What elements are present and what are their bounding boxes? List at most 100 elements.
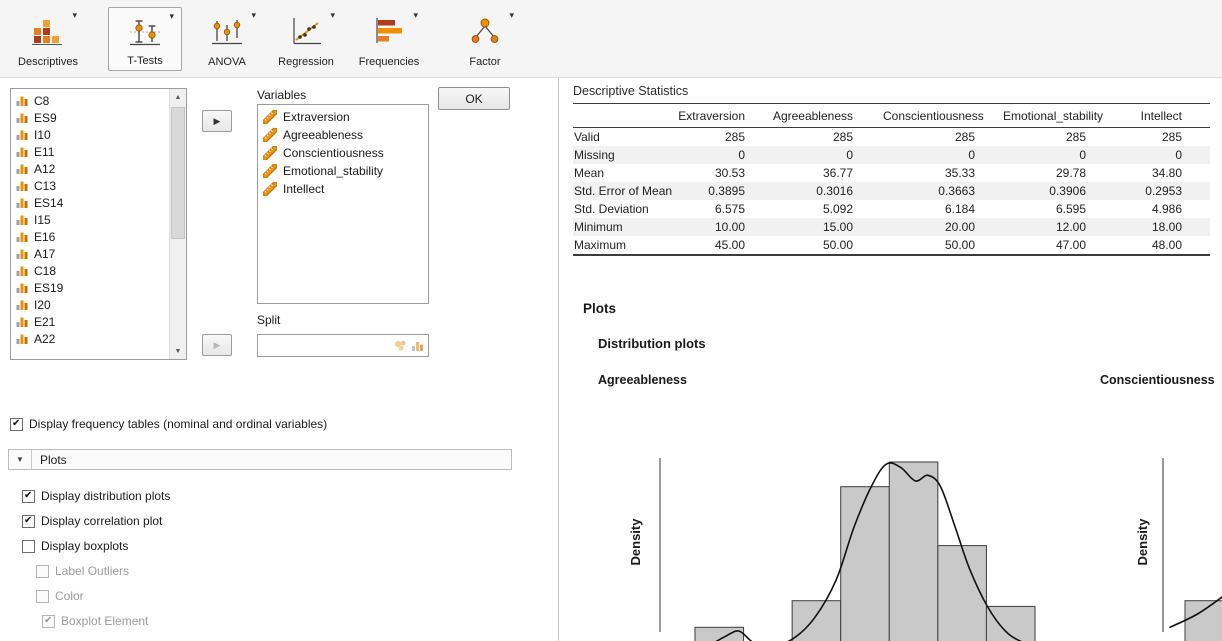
variable-list-item[interactable]: E16	[12, 228, 168, 245]
assigned-variable-item[interactable]: Conscientiousness	[258, 144, 428, 162]
scale-variable-icon	[16, 283, 28, 293]
variable-list-item[interactable]: ES19	[12, 279, 168, 296]
cell: 30.53	[714, 166, 745, 180]
checkbox-display-frequency-tables[interactable]: Display frequency tables (nominal and or…	[10, 416, 327, 432]
split-input[interactable]	[257, 334, 429, 357]
variable-list-item[interactable]: E11	[12, 143, 168, 160]
plots-section-header[interactable]: ▼ Plots	[8, 449, 512, 470]
move-variables-button[interactable]: ▶	[202, 110, 232, 132]
cell: 5.092	[822, 202, 853, 216]
checkbox-box[interactable]	[42, 614, 55, 628]
checkbox-color[interactable]: Color	[36, 588, 170, 604]
chevron-down-icon[interactable]: ▾	[330, 10, 335, 20]
checkbox-box[interactable]	[22, 489, 35, 503]
chevron-down-icon[interactable]: ▾	[72, 10, 77, 20]
chevron-down-icon[interactable]: ▾	[251, 10, 256, 20]
cell: 50.00	[944, 238, 975, 252]
variable-name: C13	[34, 178, 57, 193]
ribbon-item-frequencies[interactable]: ▾ Frequencies	[350, 7, 428, 71]
agreeableness-distribution-plot: Density	[628, 458, 1036, 641]
variable-list-item[interactable]: C18	[12, 262, 168, 279]
variable-list-item[interactable]: I20	[12, 296, 168, 313]
table-row: Std. Deviation 6.575 5.092 6.184 6.595 4…	[573, 200, 1210, 218]
checkbox-box[interactable]	[36, 589, 49, 603]
ribbon-item-factor[interactable]: ▾ Factor	[450, 7, 520, 71]
variable-list-item[interactable]: E21	[12, 313, 168, 330]
checkbox-box[interactable]	[36, 564, 49, 578]
scale-variable-icon	[16, 181, 28, 191]
checkbox-display-boxplots[interactable]: Display boxplots	[22, 538, 170, 554]
checkbox-display-correlation-plot[interactable]: Display correlation plot	[22, 513, 170, 529]
ribbon-item-label: Descriptives	[18, 56, 78, 68]
scrollbar-track[interactable]	[170, 105, 186, 343]
collapse-triangle-icon[interactable]: ▼	[16, 455, 24, 464]
cell: 6.595	[1055, 202, 1086, 216]
checkbox-label-outliers[interactable]: Label Outliers	[36, 563, 170, 579]
variable-list-item[interactable]: ES9	[12, 109, 168, 126]
checkbox-box[interactable]	[10, 417, 23, 431]
table-row: Valid 285 285 285 285 285	[573, 128, 1210, 146]
checkbox-boxplot-element[interactable]: Boxplot Element	[42, 613, 170, 629]
cell: 0	[738, 148, 745, 162]
variable-name: Agreeableness	[283, 128, 364, 142]
variable-list-item[interactable]: I15	[12, 211, 168, 228]
column-header: Intellect	[1140, 108, 1182, 123]
checkbox-box[interactable]	[22, 514, 35, 528]
variable-name: A12	[34, 161, 56, 176]
panel-divider[interactable]	[558, 78, 559, 641]
variable-list-item[interactable]: A12	[12, 160, 168, 177]
table-row: Minimum 10.00 15.00 20.00 12.00 18.00	[573, 218, 1210, 236]
available-variables-list: C8 ES9 I10 E11 A12	[10, 88, 187, 360]
cell: 50.00	[822, 238, 853, 252]
cell: 29.78	[1055, 166, 1086, 180]
assigned-variable-item[interactable]: Agreeableness	[258, 126, 428, 144]
checkbox-label: Boxplot Element	[61, 614, 149, 628]
assigned-variable-item[interactable]: Extraversion	[258, 108, 428, 126]
checkbox-box[interactable]	[22, 539, 35, 553]
ruler-scale-icon	[263, 182, 277, 196]
variable-name: E16	[34, 229, 56, 244]
column-header: Extraversion	[678, 108, 745, 123]
cell: 10.00	[714, 220, 745, 234]
variable-list-item[interactable]: I10	[12, 126, 168, 143]
cell: 0.2953	[1145, 184, 1182, 198]
scrollbar-thumb[interactable]	[171, 107, 185, 239]
scale-variable-icon	[16, 113, 28, 123]
scrollbar[interactable]: ▲ ▼	[169, 89, 186, 359]
cell: 0.3895	[708, 184, 745, 198]
checkbox-display-distribution-plots[interactable]: Display distribution plots	[22, 488, 170, 504]
cell: 0	[968, 148, 975, 162]
ok-button[interactable]: OK	[438, 87, 510, 110]
variable-list-item[interactable]: ES14	[12, 194, 168, 211]
chevron-down-icon[interactable]: ▾	[169, 11, 174, 21]
variable-list-item[interactable]: C8	[12, 92, 168, 109]
checkbox-label: Display frequency tables (nominal and or…	[29, 417, 328, 431]
row-label: Mean	[574, 166, 605, 180]
variable-list-item[interactable]: A17	[12, 245, 168, 262]
ribbon-item-regression[interactable]: ▾ Regression	[268, 7, 344, 71]
scroll-up-button[interactable]: ▲	[174, 93, 182, 101]
split-label: Split	[257, 313, 281, 327]
ribbon-item-anova[interactable]: ▾ ANOVA	[194, 7, 260, 71]
cell: 285	[1161, 130, 1182, 144]
assigned-variable-item[interactable]: Emotional_stability	[258, 162, 428, 180]
table-header-row: Extraversion Agreeableness Conscientious…	[573, 104, 1210, 128]
cell: 6.575	[714, 202, 745, 216]
scale-variable-icon	[16, 317, 28, 327]
variable-list-item[interactable]: C13	[12, 177, 168, 194]
chevron-down-icon[interactable]: ▾	[413, 10, 418, 20]
cell: 34.80	[1151, 166, 1182, 180]
scale-variable-icon	[16, 300, 28, 310]
ribbon-item-label: Factor	[469, 56, 501, 68]
ribbon-item-descriptives[interactable]: ▾ Descriptives	[8, 7, 88, 71]
ribbon-item-t-tests[interactable]: ▾ T-Tests	[108, 7, 182, 71]
scroll-down-button[interactable]: ▼	[174, 347, 182, 355]
scale-variable-icon	[16, 147, 28, 157]
variable-list-item[interactable]: A22	[12, 330, 168, 347]
variable-name: I20	[34, 297, 51, 312]
split-move-button[interactable]: ▶	[202, 334, 232, 356]
table-row: Maximum 45.00 50.00 50.00 47.00 48.00	[573, 236, 1210, 254]
scale-variable-icon	[16, 130, 28, 140]
assigned-variable-item[interactable]: Intellect	[258, 180, 428, 198]
chevron-down-icon[interactable]: ▾	[509, 10, 514, 20]
